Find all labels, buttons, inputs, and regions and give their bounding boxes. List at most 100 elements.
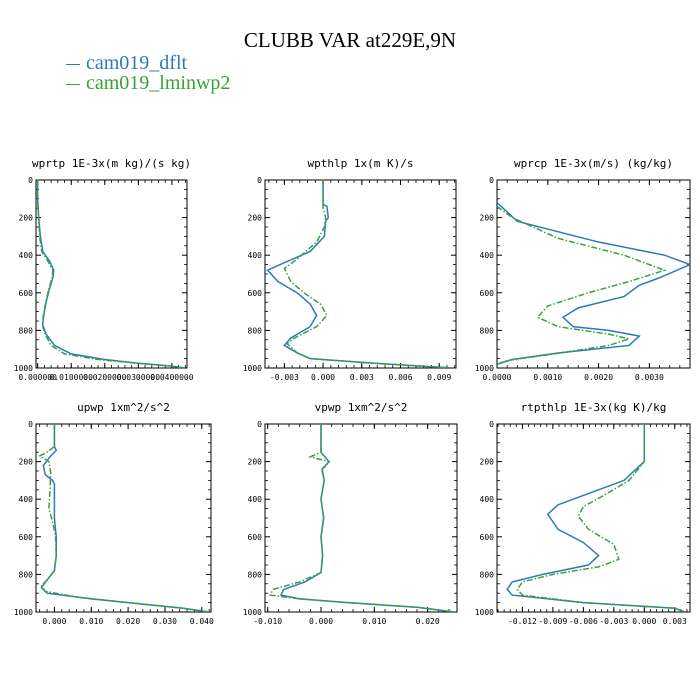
- y-tick-label: 0: [257, 176, 262, 185]
- x-tick-label: 0.0000: [483, 373, 512, 382]
- y-tick-label: 400: [248, 495, 263, 504]
- y-tick-label: 1000: [475, 608, 494, 617]
- panel-title: vpwp 1xm^2/s^2: [315, 401, 408, 414]
- x-tick-label: -0.003: [599, 617, 628, 626]
- y-tick-label: 400: [480, 251, 495, 260]
- x-tick-label: 0.020: [416, 617, 440, 626]
- panel-title: upwp 1xm^2/s^2: [77, 401, 170, 414]
- series-line-lminwp2: [269, 424, 455, 612]
- series-line-dflt: [506, 424, 686, 612]
- y-tick-label: 200: [248, 214, 263, 223]
- y-tick-label: 600: [480, 289, 495, 298]
- y-tick-label: 800: [19, 326, 34, 335]
- series-line-lminwp2: [38, 424, 210, 612]
- y-tick-label: 800: [19, 570, 34, 579]
- x-tick-label: 0.000: [309, 617, 333, 626]
- x-tick-label: 0.0010: [533, 373, 562, 382]
- x-tick-label: 0.006: [388, 373, 412, 382]
- y-tick-label: 600: [248, 533, 263, 542]
- y-tick-label: 1000: [475, 364, 494, 373]
- x-tick-label: 0.000000: [18, 373, 57, 382]
- plot-frame: [35, 423, 212, 613]
- x-tick-label: -0.012: [508, 617, 537, 626]
- legend-swatch-lminwp2: [66, 83, 80, 85]
- series-line-dflt: [36, 180, 186, 368]
- plot-frame: [264, 179, 457, 369]
- y-tick-label: 1000: [14, 608, 33, 617]
- y-tick-label: 600: [248, 289, 263, 298]
- panel-title: wprtp 1E-3x(m kg)/(s kg): [32, 157, 191, 170]
- y-tick-label: 0: [28, 420, 33, 429]
- x-tick-label: -0.010: [253, 617, 282, 626]
- panel-title: wpthlp 1x(m K)/s: [308, 157, 414, 170]
- y-tick-label: 1000: [243, 608, 262, 617]
- series-line-lminwp2: [516, 424, 686, 612]
- x-tick-label: 0.0030: [635, 373, 664, 382]
- y-tick-label: 0: [28, 176, 33, 185]
- y-tick-label: 800: [248, 326, 263, 335]
- y-tick-label: 1000: [14, 364, 33, 373]
- series-line-lminwp2: [283, 180, 453, 368]
- series-line-dflt: [266, 180, 453, 368]
- plot-frame: [264, 423, 458, 613]
- y-tick-label: 0: [257, 420, 262, 429]
- y-tick-label: 400: [19, 251, 34, 260]
- y-tick-label: 400: [248, 251, 263, 260]
- x-tick-label: 0.010: [79, 617, 103, 626]
- y-tick-label: 1000: [243, 364, 262, 373]
- legend-item-dflt: cam019_dflt: [66, 52, 187, 75]
- series-line-lminwp2: [36, 180, 186, 368]
- y-tick-label: 800: [248, 570, 263, 579]
- panel-3: upwp 1xm^2/s^2 0 200 400 600 800 1000 0.000 0.01…: [14, 401, 214, 626]
- series-line-dflt: [279, 424, 455, 612]
- y-tick-label: 0: [489, 420, 494, 429]
- x-tick-label: 0.000: [632, 617, 656, 626]
- y-tick-label: 800: [480, 326, 495, 335]
- x-tick-label: -0.009: [538, 617, 567, 626]
- y-tick-label: 0: [489, 176, 494, 185]
- figure-title: CLUBB VAR at229E,9N: [243, 28, 457, 52]
- x-tick-label: 0.003: [663, 617, 687, 626]
- x-tick-label: -0.006: [569, 617, 598, 626]
- x-tick-label: 0.020: [116, 617, 140, 626]
- panel-title: rtpthlp 1E-3x(kg K)/kg: [521, 401, 667, 414]
- plot-frame: [35, 179, 188, 369]
- panel-5: rtpthlp 1E-3x(kg K)/kg 0 200 400 600 800 1000 -…: [475, 401, 691, 626]
- series-line-lminwp2: [497, 205, 667, 365]
- x-tick-label: 0.000: [42, 617, 66, 626]
- panel-0: wprtp 1E-3x(m kg)/(s kg) 0 200 400 600 800 100…: [14, 157, 194, 382]
- x-tick-label: 0.0400000: [150, 373, 194, 382]
- series-line-dflt: [497, 202, 690, 365]
- y-tick-label: 800: [480, 570, 495, 579]
- y-tick-label: 400: [480, 495, 495, 504]
- plot-frame: [496, 423, 691, 613]
- legend-label-dflt: cam019_dflt: [86, 52, 188, 74]
- panel-4: vpwp 1xm^2/s^2 0 200 400 600 800 1000-0.010 0.0…: [243, 401, 458, 626]
- x-tick-label: 0.009: [427, 373, 451, 382]
- panel-title: wprcp 1E-3x(m/s) (kg/kg): [514, 157, 673, 170]
- x-tick-label: 0.010: [362, 617, 386, 626]
- x-tick-label: 0.000: [311, 373, 335, 382]
- x-tick-label: 0.040: [190, 617, 214, 626]
- y-tick-label: 200: [19, 458, 34, 467]
- x-tick-label: 0.030: [153, 617, 177, 626]
- y-tick-label: 600: [19, 289, 34, 298]
- panel-1: wpthlp 1x(m K)/s 0 200 400 600 800 1000 -0.003 0…: [243, 157, 457, 382]
- x-tick-label: 0.0100000: [50, 373, 94, 382]
- x-tick-label: 0.0020: [584, 373, 613, 382]
- y-tick-label: 600: [19, 533, 34, 542]
- x-tick-label: 0.003: [350, 373, 374, 382]
- y-tick-label: 600: [480, 533, 495, 542]
- series-line-dflt: [40, 424, 210, 612]
- x-tick-label: -0.003: [270, 373, 299, 382]
- y-tick-label: 200: [248, 458, 263, 467]
- x-tick-label: 0.0200000: [83, 373, 127, 382]
- panel-2: wprcp 1E-3x(m/s) (kg/kg) 0 200 400 600 800 100…: [475, 157, 691, 382]
- legend-label-lminwp2: cam019_lminwp2: [86, 72, 231, 94]
- y-tick-label: 200: [19, 214, 34, 223]
- legend-item-lminwp2: cam019_lminwp2: [66, 72, 230, 95]
- x-tick-label: 0.0300000: [117, 373, 161, 382]
- y-tick-label: 400: [19, 495, 34, 504]
